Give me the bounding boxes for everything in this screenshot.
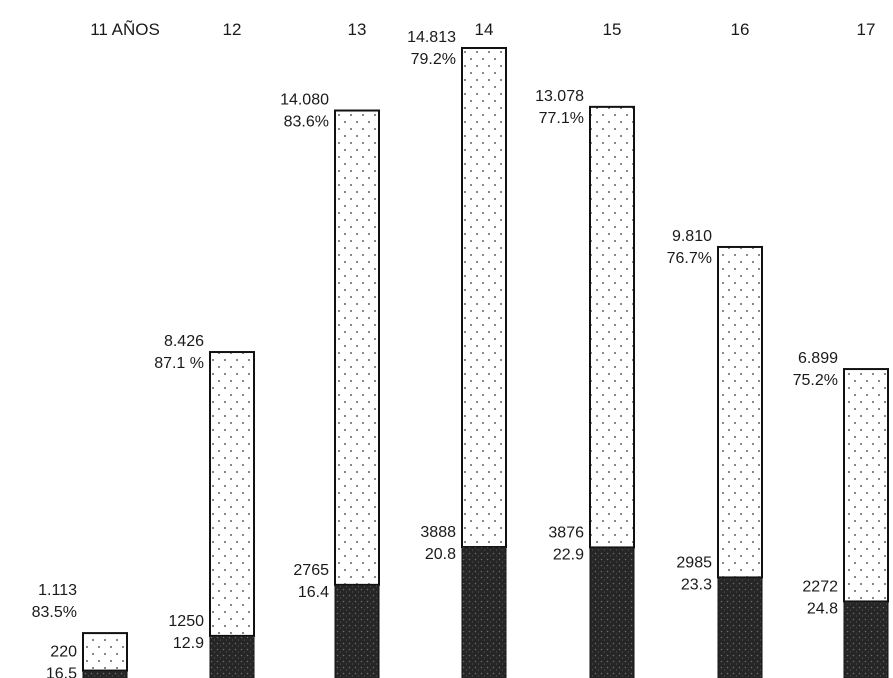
bar-upper-segment bbox=[461, 47, 507, 549]
bar-upper-segment bbox=[843, 368, 889, 603]
category-label: 16 bbox=[731, 20, 750, 39]
lower-value-label: 1250 bbox=[168, 613, 204, 630]
lower-percent-label: 20.8 bbox=[425, 546, 456, 563]
bar-lower-segment bbox=[334, 584, 380, 678]
upper-percent-label: 76.7% bbox=[667, 250, 712, 267]
category-label: 17 bbox=[857, 20, 876, 39]
lower-percent-label: 24.8 bbox=[807, 600, 838, 617]
upper-value-label: 14.080 bbox=[280, 92, 329, 109]
upper-value-label: 14.813 bbox=[407, 29, 456, 46]
bar-lower-segment bbox=[717, 576, 763, 678]
upper-value-label: 8.426 bbox=[164, 333, 204, 350]
category-label: 12 bbox=[223, 20, 242, 39]
category-label: 14 bbox=[475, 20, 494, 39]
bar-upper-segment bbox=[209, 351, 255, 637]
bar-lower-segment bbox=[589, 546, 635, 678]
bar-upper-segment bbox=[717, 245, 763, 579]
category-label: 15 bbox=[603, 20, 622, 39]
lower-value-label: 3888 bbox=[420, 524, 456, 541]
lower-percent-label: 12.9 bbox=[173, 635, 204, 652]
bar-lower-segment bbox=[209, 635, 255, 678]
upper-percent-label: 83.5% bbox=[32, 604, 77, 621]
category-label: 11 AÑOS bbox=[90, 20, 160, 39]
lower-percent-label: 16.4 bbox=[298, 584, 329, 601]
lower-percent-label: 16.5 bbox=[46, 666, 77, 678]
upper-percent-label: 83.6% bbox=[284, 114, 329, 131]
upper-percent-label: 75.2% bbox=[793, 372, 838, 389]
upper-value-label: 9.810 bbox=[672, 228, 712, 245]
upper-value-label: 13.078 bbox=[535, 88, 584, 105]
bar-lower-segment bbox=[843, 600, 889, 678]
bar-upper-segment bbox=[589, 105, 635, 549]
lower-value-label: 220 bbox=[50, 644, 77, 661]
upper-percent-label: 77.1% bbox=[539, 110, 584, 127]
upper-value-label: 6.899 bbox=[798, 350, 838, 367]
upper-percent-label: 79.2% bbox=[411, 51, 456, 68]
bar-lower-segment bbox=[461, 546, 507, 678]
lower-percent-label: 22.9 bbox=[553, 546, 584, 563]
bar-upper-segment bbox=[334, 109, 380, 586]
lower-value-label: 2765 bbox=[293, 562, 329, 579]
lower-value-label: 3876 bbox=[548, 524, 584, 541]
lower-value-label: 2985 bbox=[676, 554, 712, 571]
lower-percent-label: 23.3 bbox=[681, 576, 712, 593]
upper-percent-label: 87.1 % bbox=[154, 355, 204, 372]
category-label: 13 bbox=[348, 20, 367, 39]
upper-value-label: 1.113 bbox=[38, 582, 77, 599]
bar-upper-segment bbox=[82, 632, 128, 672]
bar-lower-segment bbox=[82, 670, 128, 678]
lower-value-label: 2272 bbox=[802, 578, 838, 595]
